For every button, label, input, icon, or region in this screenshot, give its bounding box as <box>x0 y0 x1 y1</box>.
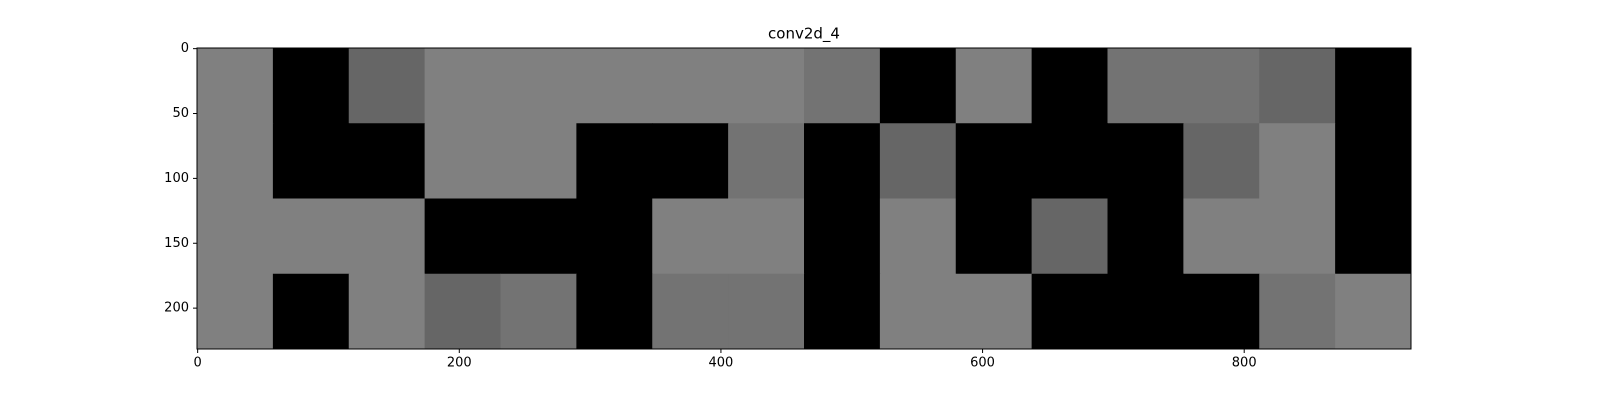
tile <box>1107 48 1184 124</box>
tile <box>1031 123 1108 199</box>
tile <box>728 273 805 350</box>
tile <box>424 273 501 350</box>
x-tick-label: 0 <box>194 356 202 371</box>
tile <box>1335 123 1412 199</box>
tile <box>576 273 653 350</box>
y-tick-label: 100 <box>164 171 189 186</box>
tile <box>272 123 350 199</box>
x-tick-label: 600 <box>970 356 995 371</box>
tile <box>576 123 653 199</box>
tile <box>728 198 805 275</box>
tile <box>500 48 577 124</box>
tile <box>652 273 729 350</box>
tile <box>652 198 729 275</box>
tile <box>1183 123 1260 199</box>
tile <box>728 48 805 124</box>
tile <box>728 123 805 199</box>
y-tick-label: 50 <box>172 106 189 121</box>
tile <box>955 198 1033 275</box>
tile <box>804 123 881 199</box>
tile <box>348 123 426 199</box>
tile <box>1183 48 1260 124</box>
tile <box>1031 273 1108 350</box>
tile <box>424 48 501 124</box>
tile <box>348 198 426 275</box>
tile <box>879 123 957 199</box>
tile <box>500 123 577 199</box>
tile <box>1107 123 1184 199</box>
tile <box>272 48 350 124</box>
tile <box>1259 48 1336 124</box>
tile <box>576 48 653 124</box>
tile <box>197 123 274 199</box>
tile <box>804 48 881 124</box>
tile <box>348 48 426 124</box>
tile <box>348 273 426 350</box>
tile <box>955 273 1033 350</box>
tile <box>500 273 577 350</box>
tile <box>879 48 957 124</box>
tile <box>1335 48 1412 124</box>
tile <box>1183 273 1260 350</box>
tile <box>576 198 653 275</box>
tile <box>804 198 881 275</box>
tile <box>1259 273 1336 350</box>
y-tick-label: 150 <box>164 236 189 251</box>
tile <box>1183 198 1260 275</box>
tile <box>197 273 274 350</box>
tile <box>1259 198 1336 275</box>
tile <box>272 198 350 275</box>
tile <box>955 123 1033 199</box>
tile <box>1107 198 1184 275</box>
tile <box>1335 273 1412 350</box>
axes-frame <box>196 47 1412 350</box>
x-tick-label: 400 <box>709 356 734 371</box>
x-tick-label: 200 <box>447 356 472 371</box>
tile <box>272 273 350 350</box>
tile <box>1031 48 1108 124</box>
tile <box>424 123 501 199</box>
tile <box>500 198 577 275</box>
tile <box>879 273 957 350</box>
tile <box>1259 123 1336 199</box>
tile <box>652 123 729 199</box>
y-tick-label: 0 <box>181 41 189 56</box>
tile <box>1031 198 1108 275</box>
tile <box>1335 198 1412 275</box>
tile <box>197 48 274 124</box>
y-tick-label: 200 <box>164 301 189 316</box>
tile <box>804 273 881 350</box>
chart-title: conv2d_4 <box>768 25 840 44</box>
tile <box>197 198 274 275</box>
tile <box>1107 273 1184 350</box>
tile <box>955 48 1033 124</box>
x-tick-label: 800 <box>1232 356 1257 371</box>
tile <box>879 198 957 275</box>
tile <box>424 198 501 275</box>
tile <box>652 48 729 124</box>
